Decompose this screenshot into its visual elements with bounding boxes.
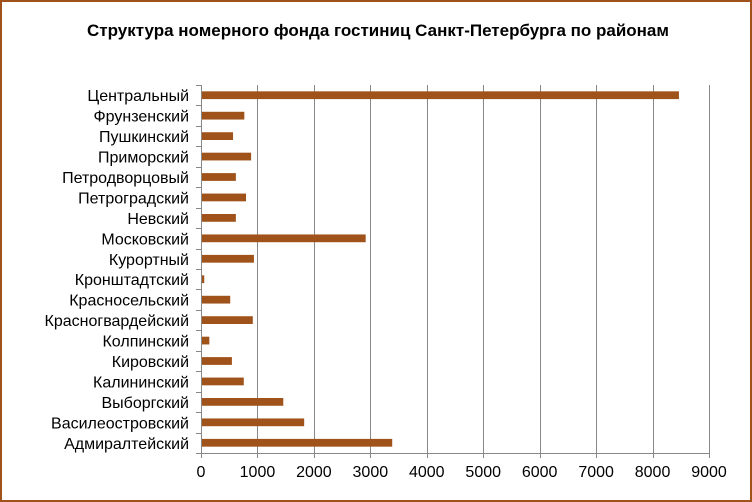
bars <box>202 91 679 447</box>
bar-17 <box>202 418 305 427</box>
tick-label-4000: 4000 <box>409 464 445 481</box>
category-label-15: Калининский <box>93 374 189 391</box>
bar-1 <box>202 91 679 100</box>
bar-5 <box>202 173 236 181</box>
category-label-17: Василеостровский <box>51 415 189 432</box>
bar-16 <box>202 398 284 406</box>
category-label-14: Кировский <box>112 354 189 371</box>
bar-10 <box>202 275 205 284</box>
tick-label-0: 0 <box>197 464 206 481</box>
bar-7 <box>202 214 236 222</box>
bar-14 <box>202 357 232 365</box>
category-label-4: Приморский <box>98 150 189 167</box>
tick-label-8000: 8000 <box>635 464 671 481</box>
category-label-10: Кронштадтский <box>75 272 189 289</box>
category-label-18: Адмиралтейский <box>64 436 189 453</box>
tick-labels: 0 1000 2000 3000 4000 5000 6000 7000 8000 9000 <box>197 464 727 481</box>
category-label-2: Фрунзенский <box>94 109 189 126</box>
tick-label-3000: 3000 <box>353 464 389 481</box>
bar-13 <box>202 336 210 345</box>
category-labels: Центральный Фрунзенский Пушкинский Приморск… <box>45 88 189 453</box>
bar-9 <box>202 254 254 263</box>
category-label-12: Красногвардейский <box>45 313 189 330</box>
category-label-5: Петродворцовый <box>62 170 189 187</box>
category-label-1: Центральный <box>87 88 189 105</box>
category-label-9: Курортный <box>109 252 189 269</box>
bar-11 <box>202 295 231 304</box>
bar-4 <box>202 152 252 161</box>
tick-label-1000: 1000 <box>240 464 276 481</box>
category-label-7: Невский <box>127 211 189 228</box>
category-label-13: Колпинский <box>102 334 189 351</box>
chart-title: Структура номерного фонда гостиниц Санкт… <box>87 21 669 40</box>
bar-6 <box>202 193 247 202</box>
category-label-11: Красносельский <box>69 293 189 310</box>
bar-12 <box>202 316 253 324</box>
tick-label-5000: 5000 <box>465 464 501 481</box>
category-label-8: Московский <box>101 231 189 248</box>
bar-2 <box>202 111 245 120</box>
axes <box>196 85 710 458</box>
category-label-6: Петроградский <box>78 190 189 207</box>
tick-label-9000: 9000 <box>691 464 727 481</box>
tick-label-7000: 7000 <box>578 464 614 481</box>
bar-8 <box>202 234 366 243</box>
bar-15 <box>202 377 244 386</box>
bar-18 <box>202 438 393 447</box>
category-label-3: Пушкинский <box>99 129 189 146</box>
tick-label-2000: 2000 <box>296 464 332 481</box>
tick-label-6000: 6000 <box>522 464 558 481</box>
bar-3 <box>202 132 234 140</box>
category-label-16: Выборгский <box>102 395 190 412</box>
grid-lines <box>257 85 710 453</box>
